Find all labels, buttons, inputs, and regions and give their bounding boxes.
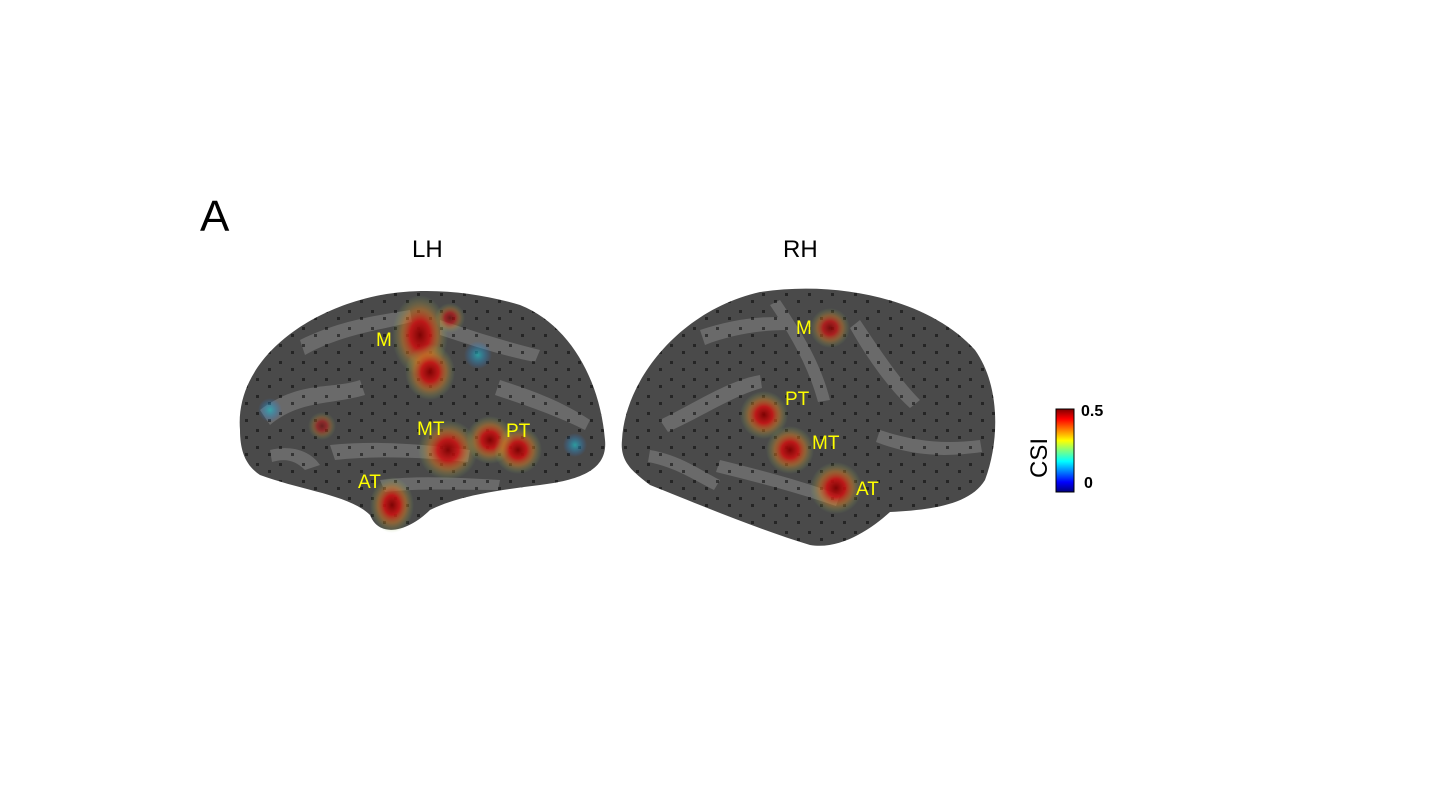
rh-activation-blobs — [740, 308, 862, 514]
lh-label-at: AT — [358, 472, 381, 493]
lh-label-m: M — [376, 330, 392, 351]
lh-label-mt: MT — [417, 419, 445, 440]
lh-activation-blobs — [258, 295, 587, 533]
rh-label-at: AT — [856, 479, 879, 500]
rh-label-pt: PT — [785, 389, 810, 410]
colorbar-min-label: 0 — [1084, 475, 1093, 492]
rh-label-m: M — [796, 318, 812, 339]
colorbar — [1055, 408, 1075, 493]
colorbar-max-label: 0.5 — [1081, 403, 1104, 420]
lh-label-pt: PT — [506, 421, 531, 442]
rh-title: RH — [783, 236, 818, 263]
rh-label-mt: MT — [812, 433, 840, 454]
panel-label: A — [200, 192, 230, 241]
left-hemisphere: M MT PT AT — [239, 290, 606, 533]
lh-title: LH — [412, 236, 443, 263]
colorbar-label: CSI — [1026, 437, 1053, 478]
right-hemisphere: M PT MT AT — [621, 288, 996, 546]
